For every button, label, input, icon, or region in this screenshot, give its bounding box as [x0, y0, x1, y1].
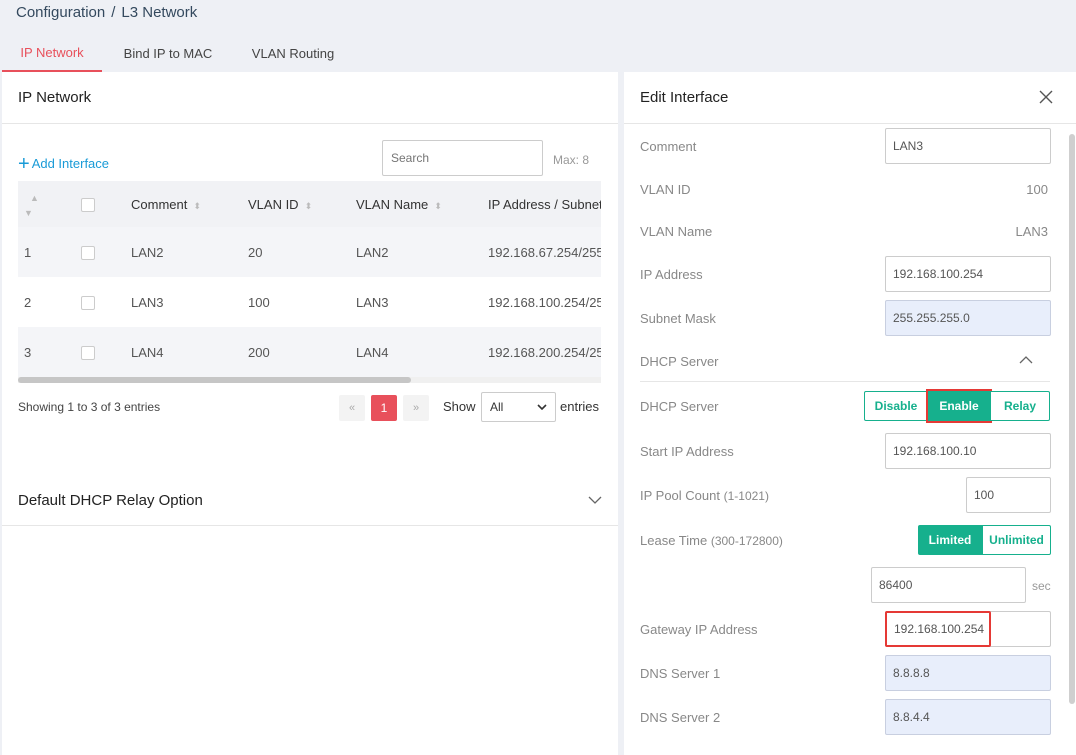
start-ip-label: Start IP Address — [640, 444, 734, 459]
dhcp-server-label: DHCP Server — [640, 399, 719, 414]
interface-table: ▲ ▼ Comment ⬍ VLAN ID ⬍ VLAN Name ⬍ IP Addre… — [18, 181, 601, 381]
tab-ip-network[interactable]: IP Network — [2, 34, 102, 72]
tab-vlan-routing[interactable]: VLAN Routing — [251, 45, 335, 61]
default-dhcp-relay-section[interactable]: Default DHCP Relay Option — [2, 475, 618, 526]
ip-address-label: IP Address — [640, 267, 703, 282]
page-1-button[interactable]: 1 — [371, 395, 397, 421]
edit-interface-drawer: Edit Interface Comment LAN3 VLAN ID 100 … — [624, 72, 1076, 755]
drawer-header: Edit Interface — [624, 72, 1076, 124]
drawer-title: Edit Interface — [640, 89, 729, 106]
column-header-comment[interactable]: Comment ⬍ — [131, 181, 248, 227]
chevron-up-icon[interactable] — [1019, 355, 1033, 365]
pool-count-field[interactable]: 100 — [966, 477, 1051, 513]
chevron-down-icon — [588, 496, 602, 504]
show-label: Show — [443, 399, 476, 414]
plus-icon: + — [18, 152, 30, 175]
max-label: Max: 8 — [553, 153, 590, 167]
pool-count-label: IP Pool Count (1-1021) — [640, 488, 769, 503]
add-interface-label: Add Interface — [31, 156, 110, 171]
lease-limited-button[interactable]: Limited — [918, 525, 982, 555]
panel-title: IP Network — [2, 72, 618, 124]
ip-network-panel: IP Network + Add Interface Max: 8 ▲▼ Com… — [2, 72, 618, 755]
sort-icon: ⬍ — [304, 200, 313, 211]
page-size-select[interactable]: All — [481, 392, 556, 422]
chevron-down-icon — [537, 404, 547, 410]
table-row[interactable]: 1 LAN2 20 LAN2 192.168.67.254/255. — [18, 227, 601, 277]
search-input[interactable] — [382, 140, 543, 176]
lease-time-toggle: Limited Unlimited — [918, 525, 1051, 555]
entries-label: entries — [560, 399, 600, 414]
sort-icon: ▲ ▼ — [24, 193, 39, 218]
prev-page-button[interactable]: « — [339, 395, 365, 421]
index-header[interactable]: ▲ ▼ — [18, 181, 81, 227]
section-divider — [640, 381, 1050, 382]
select-all-header — [81, 181, 131, 227]
close-icon[interactable] — [1038, 89, 1054, 105]
dns1-field[interactable]: 8.8.8.8 — [885, 655, 1051, 691]
breadcrumb-current: L3 Network — [121, 3, 198, 21]
breadcrumb-separator: / — [111, 3, 116, 21]
lease-unlimited-button[interactable]: Unlimited — [982, 525, 1051, 555]
vlan-name-label: VLAN Name — [640, 224, 713, 239]
column-header-vlan-id[interactable]: VLAN ID ⬍ — [248, 181, 356, 227]
dhcp-section-title: DHCP Server — [640, 354, 719, 369]
gateway-label: Gateway IP Address — [640, 622, 758, 637]
vlan-name-value: LAN3 — [1015, 224, 1048, 239]
dns2-label: DNS Server 2 — [640, 710, 721, 725]
ip-address-field[interactable]: 192.168.100.254 — [885, 256, 1051, 292]
tab-bar: IP Network Bind IP to MAC VLAN Routing — [2, 34, 352, 72]
row-checkbox[interactable] — [81, 345, 95, 360]
dhcp-enable-button[interactable]: Enable — [926, 389, 992, 423]
table-scrollbar-thumb[interactable] — [18, 377, 411, 383]
lease-time-field[interactable]: 86400 — [871, 567, 1026, 603]
add-interface-button[interactable]: + Add Interface — [18, 152, 110, 175]
tab-bind-ip-to-mac[interactable]: Bind IP to MAC — [123, 45, 213, 61]
select-all-checkbox[interactable] — [81, 197, 95, 212]
next-page-button[interactable]: » — [403, 395, 429, 421]
column-header-ip-address[interactable]: IP Address / Subnet — [488, 181, 601, 227]
dhcp-server-toggle: Disable Enable Relay — [864, 389, 1050, 423]
column-header-vlan-name[interactable]: VLAN Name ⬍ — [356, 181, 488, 227]
sort-icon: ⬍ — [193, 200, 201, 211]
vlan-id-value: 100 — [1026, 182, 1048, 197]
table-row[interactable]: 3 LAN4 200 LAN4 192.168.200.254/25 — [18, 327, 601, 377]
lease-time-label: Lease Time (300-172800) — [640, 533, 783, 548]
table-scrollbar[interactable] — [18, 377, 601, 383]
comment-field[interactable]: LAN3 — [885, 128, 1051, 164]
row-checkbox[interactable] — [81, 245, 95, 260]
row-checkbox[interactable] — [81, 295, 95, 310]
pagination: « 1 » — [339, 395, 429, 421]
drawer-scrollbar[interactable] — [1068, 134, 1076, 744]
dhcp-relay-button[interactable]: Relay — [990, 391, 1050, 421]
sort-icon: ⬍ — [434, 200, 442, 211]
start-ip-field[interactable]: 192.168.100.10 — [885, 433, 1051, 469]
vlan-id-label: VLAN ID — [640, 182, 691, 197]
relay-section-title: Default DHCP Relay Option — [18, 491, 203, 509]
dns2-field[interactable]: 8.8.4.4 — [885, 699, 1051, 735]
breadcrumb: Configuration / L3 Network — [16, 2, 197, 22]
subnet-mask-label: Subnet Mask — [640, 311, 716, 326]
dns1-label: DNS Server 1 — [640, 666, 721, 681]
dhcp-disable-button[interactable]: Disable — [864, 391, 928, 421]
subnet-mask-field[interactable]: 255.255.255.0 — [885, 300, 1051, 336]
entries-summary: Showing 1 to 3 of 3 entries — [18, 400, 161, 414]
breadcrumb-root[interactable]: Configuration — [16, 3, 106, 21]
page-size-value: All — [490, 400, 504, 414]
lease-unit-label: sec — [1032, 579, 1051, 593]
gateway-ip-field[interactable]: 192.168.100.254 — [885, 611, 991, 647]
table-row[interactable]: 2 LAN3 100 LAN3 192.168.100.254/255 — [18, 277, 601, 327]
comment-label: Comment — [640, 139, 697, 154]
